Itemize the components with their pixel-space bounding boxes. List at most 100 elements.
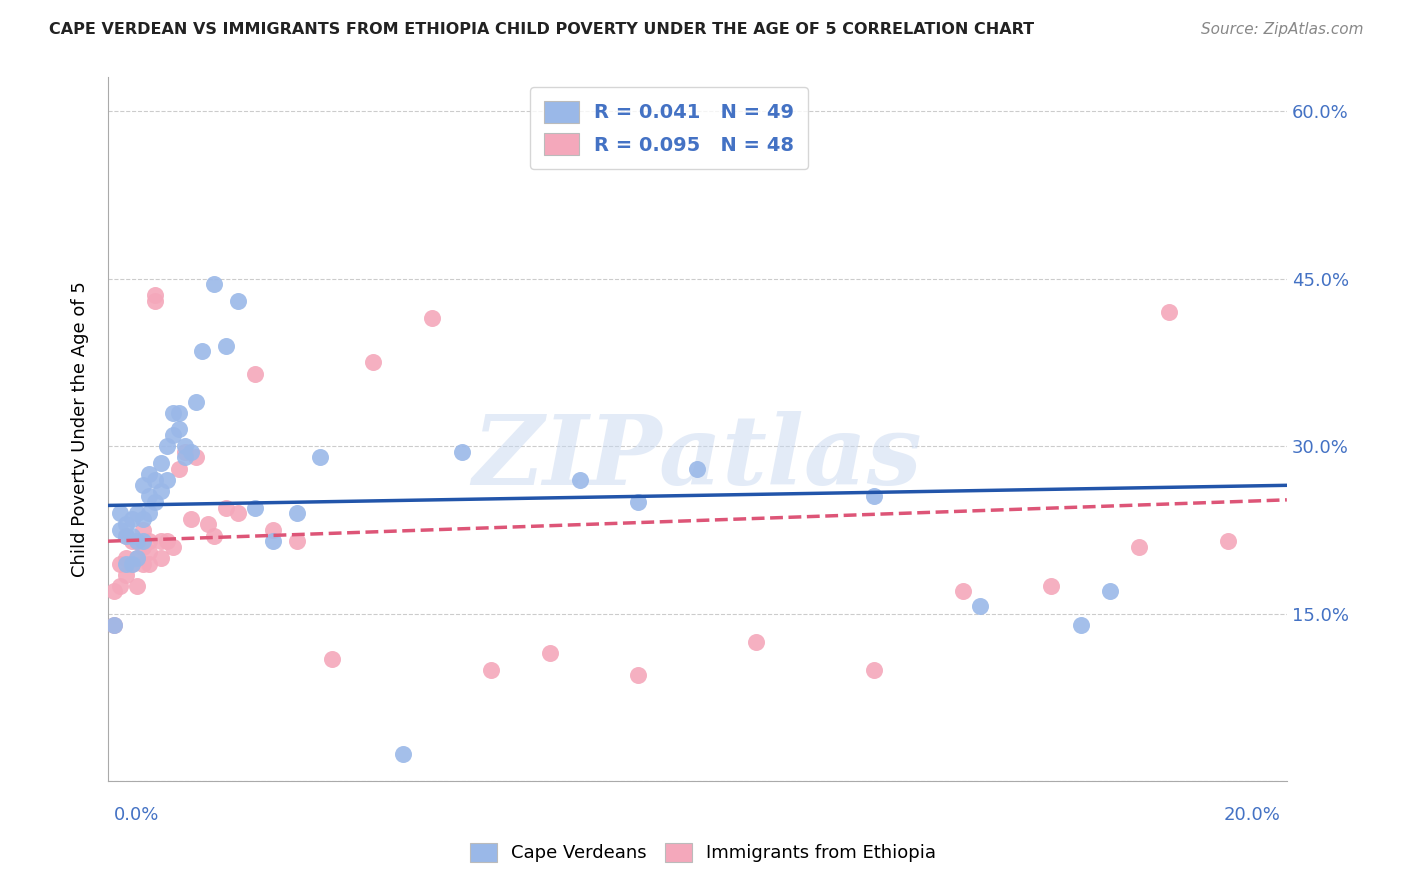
Point xyxy=(173,450,195,465)
Point xyxy=(1157,305,1180,319)
Point xyxy=(245,500,267,515)
Point xyxy=(143,293,166,308)
Point xyxy=(138,534,160,549)
Point xyxy=(479,663,502,677)
Point xyxy=(127,551,149,566)
Point xyxy=(215,338,238,352)
Point xyxy=(202,277,225,292)
Point xyxy=(538,646,561,660)
Point xyxy=(167,461,190,475)
Point xyxy=(568,473,591,487)
Point xyxy=(197,517,219,532)
Point xyxy=(627,668,650,682)
Point xyxy=(114,517,136,532)
Point xyxy=(863,490,886,504)
Legend: Cape Verdeans, Immigrants from Ethiopia: Cape Verdeans, Immigrants from Ethiopia xyxy=(463,836,943,870)
Point xyxy=(863,663,886,677)
Point xyxy=(262,523,284,537)
Point xyxy=(121,557,143,571)
Point xyxy=(121,557,143,571)
Point xyxy=(162,406,184,420)
Point xyxy=(167,422,190,436)
Point xyxy=(132,557,155,571)
Point xyxy=(150,551,173,566)
Text: Source: ZipAtlas.com: Source: ZipAtlas.com xyxy=(1201,22,1364,37)
Point xyxy=(285,506,308,520)
Point xyxy=(686,461,709,475)
Point xyxy=(186,450,208,465)
Point xyxy=(108,523,131,537)
Point xyxy=(1040,579,1063,593)
Point xyxy=(127,534,149,549)
Point xyxy=(156,534,179,549)
Point xyxy=(127,579,149,593)
Legend: R = 0.041   N = 49, R = 0.095   N = 48: R = 0.041 N = 49, R = 0.095 N = 48 xyxy=(530,87,808,169)
Point xyxy=(138,506,160,520)
Point xyxy=(173,444,195,458)
Point xyxy=(1098,584,1121,599)
Point xyxy=(321,651,343,665)
Point xyxy=(150,534,173,549)
Point xyxy=(1128,540,1150,554)
Point xyxy=(138,557,160,571)
Point xyxy=(391,747,413,761)
Point xyxy=(103,618,125,632)
Point xyxy=(108,579,131,593)
Point xyxy=(114,557,136,571)
Point xyxy=(127,506,149,520)
Point xyxy=(167,406,190,420)
Point xyxy=(127,551,149,566)
Point xyxy=(285,534,308,549)
Point xyxy=(226,293,249,308)
Point xyxy=(132,523,155,537)
Point xyxy=(138,490,160,504)
Point xyxy=(150,483,173,498)
Point xyxy=(361,355,384,369)
Point xyxy=(226,506,249,520)
Point xyxy=(1216,534,1239,549)
Point xyxy=(627,495,650,509)
Text: CAPE VERDEAN VS IMMIGRANTS FROM ETHIOPIA CHILD POVERTY UNDER THE AGE OF 5 CORREL: CAPE VERDEAN VS IMMIGRANTS FROM ETHIOPIA… xyxy=(49,22,1035,37)
Point xyxy=(138,545,160,559)
Point xyxy=(114,551,136,566)
Point xyxy=(186,394,208,409)
Point xyxy=(138,467,160,482)
Point xyxy=(262,534,284,549)
Point xyxy=(132,478,155,492)
Point xyxy=(309,450,332,465)
Point xyxy=(143,495,166,509)
Point xyxy=(150,456,173,470)
Text: ZIPatlas: ZIPatlas xyxy=(472,410,922,505)
Point xyxy=(969,599,991,613)
Point xyxy=(121,512,143,526)
Point xyxy=(143,288,166,302)
Point xyxy=(179,444,201,458)
Point xyxy=(121,534,143,549)
Point xyxy=(952,584,974,599)
Point xyxy=(132,512,155,526)
Point xyxy=(202,528,225,542)
Point xyxy=(114,567,136,582)
Point xyxy=(127,534,149,549)
Point xyxy=(121,528,143,542)
Point xyxy=(162,428,184,442)
Point xyxy=(108,506,131,520)
Point xyxy=(114,528,136,542)
Point xyxy=(215,500,238,515)
Point xyxy=(420,310,443,325)
Point xyxy=(103,584,125,599)
Point xyxy=(114,528,136,542)
Point xyxy=(191,344,214,359)
Point xyxy=(1070,618,1092,632)
Point xyxy=(132,534,155,549)
Point xyxy=(245,367,267,381)
Point xyxy=(132,540,155,554)
Point xyxy=(745,634,768,648)
Point xyxy=(156,439,179,453)
Point xyxy=(108,557,131,571)
Point xyxy=(450,444,472,458)
Point xyxy=(162,540,184,554)
Y-axis label: Child Poverty Under the Age of 5: Child Poverty Under the Age of 5 xyxy=(72,282,89,577)
Point xyxy=(156,473,179,487)
Point xyxy=(173,439,195,453)
